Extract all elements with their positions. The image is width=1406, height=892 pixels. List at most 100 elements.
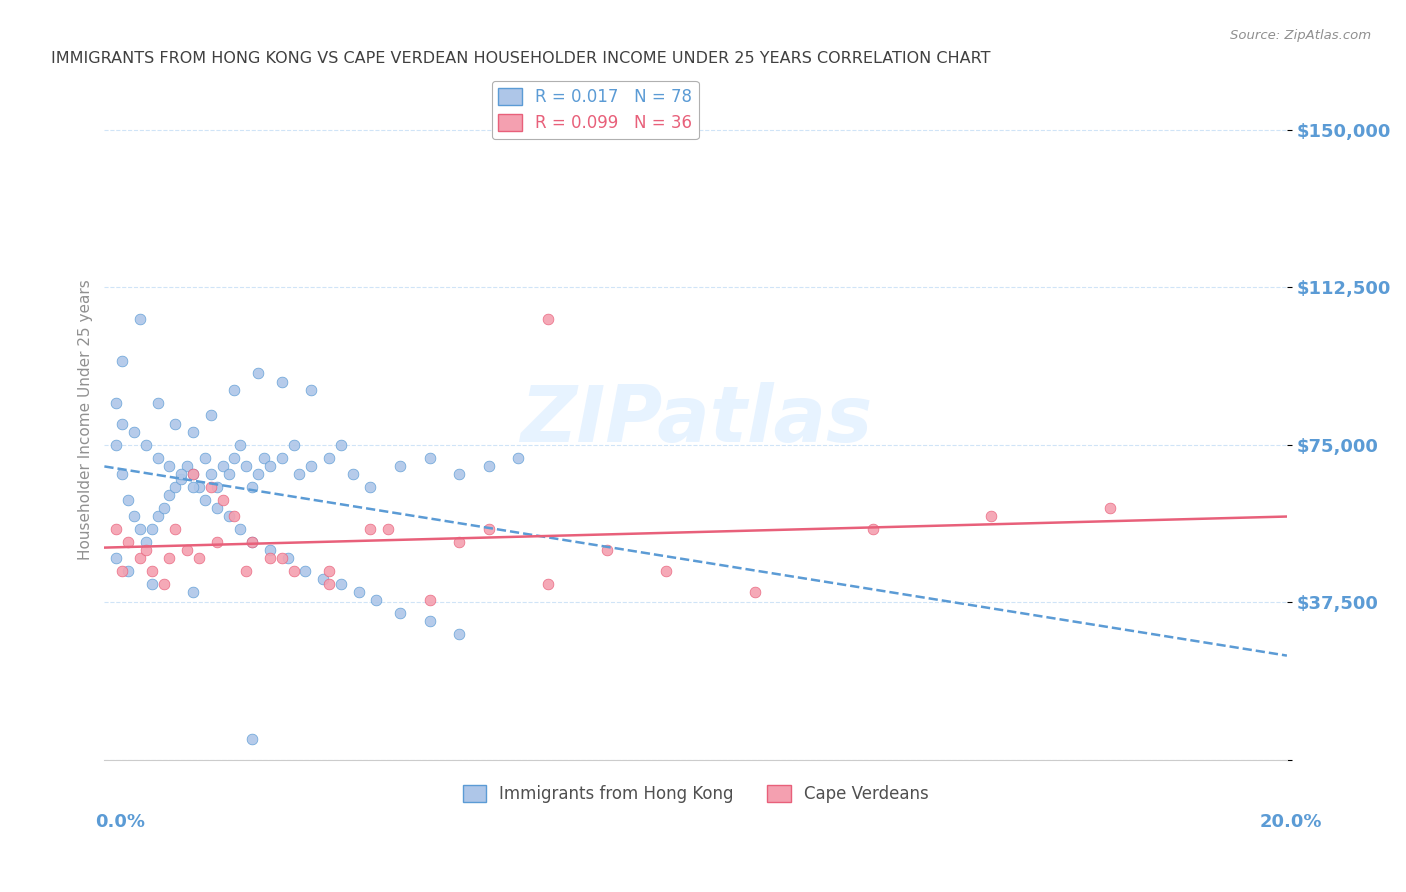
Point (111, 564, 134, 578)
Legend: Immigrants from Hong Kong, Cape Verdeans: Immigrants from Hong Kong, Cape Verdeans (456, 778, 935, 810)
Point (247, 467, 270, 482)
Point (377, 522, 399, 536)
Point (146, 450, 169, 465)
Point (259, 543, 281, 558)
Point (200, 480, 222, 494)
Point (329, 438, 352, 452)
Point (181, 467, 204, 482)
Point (318, 450, 340, 465)
Point (117, 534, 139, 549)
Point (194, 450, 217, 465)
Point (389, 606, 412, 620)
Point (135, 543, 157, 558)
Point (1098, 500, 1121, 515)
Point (478, 458, 501, 473)
Point (224, 509, 246, 524)
Point (224, 384, 246, 398)
Point (419, 450, 441, 465)
Point (165, 417, 187, 431)
Point (240, 534, 263, 549)
Point (318, 564, 340, 578)
Point (235, 458, 257, 473)
Point (342, 467, 364, 482)
Point (537, 576, 560, 591)
Point (478, 522, 501, 536)
Point (235, 564, 257, 578)
Text: 20.0%: 20.0% (1260, 814, 1322, 831)
Point (270, 375, 292, 389)
Point (200, 467, 222, 482)
Point (980, 509, 1002, 524)
Point (117, 492, 139, 507)
Point (135, 534, 157, 549)
Point (211, 458, 233, 473)
Point (312, 573, 335, 587)
Point (537, 311, 560, 326)
Point (170, 467, 193, 482)
Point (157, 551, 180, 566)
Point (146, 509, 169, 524)
Y-axis label: Householder Income Under 25 years: Householder Income Under 25 years (79, 279, 93, 560)
Point (449, 467, 471, 482)
Point (194, 492, 217, 507)
Point (170, 471, 193, 485)
Point (229, 438, 252, 452)
Point (270, 450, 292, 465)
Point (259, 551, 281, 566)
Point (205, 500, 228, 515)
Point (135, 438, 157, 452)
Point (176, 458, 198, 473)
Point (247, 367, 270, 381)
Point (240, 732, 263, 747)
Point (181, 480, 204, 494)
Point (366, 593, 388, 607)
Point (188, 480, 211, 494)
Point (288, 467, 311, 482)
Point (240, 480, 263, 494)
Point (111, 354, 134, 368)
Point (359, 522, 381, 536)
Point (419, 593, 441, 607)
Point (318, 576, 340, 591)
Point (277, 551, 299, 566)
Point (329, 576, 352, 591)
Point (299, 458, 322, 473)
Text: ZIPatlas: ZIPatlas (519, 382, 872, 458)
Point (655, 564, 678, 578)
Point (141, 522, 163, 536)
Point (744, 585, 766, 599)
Point (270, 551, 292, 566)
Point (862, 522, 884, 536)
Point (508, 450, 530, 465)
Point (111, 417, 134, 431)
Point (299, 384, 322, 398)
Point (105, 438, 128, 452)
Point (419, 615, 441, 629)
Point (157, 488, 180, 502)
Point (105, 551, 128, 566)
Point (218, 509, 240, 524)
Point (449, 627, 471, 641)
Point (211, 492, 233, 507)
Point (128, 311, 150, 326)
Point (200, 409, 222, 423)
Point (283, 438, 305, 452)
Point (359, 480, 381, 494)
Point (165, 522, 187, 536)
Point (347, 585, 370, 599)
Point (141, 576, 163, 591)
Point (240, 534, 263, 549)
Point (596, 543, 619, 558)
Point (128, 522, 150, 536)
Point (152, 576, 174, 591)
Point (181, 467, 204, 482)
Point (128, 551, 150, 566)
Point (152, 500, 174, 515)
Point (294, 564, 316, 578)
Point (229, 522, 252, 536)
Point (111, 467, 134, 482)
Point (389, 458, 412, 473)
Point (253, 450, 276, 465)
Point (146, 396, 169, 410)
Point (181, 585, 204, 599)
